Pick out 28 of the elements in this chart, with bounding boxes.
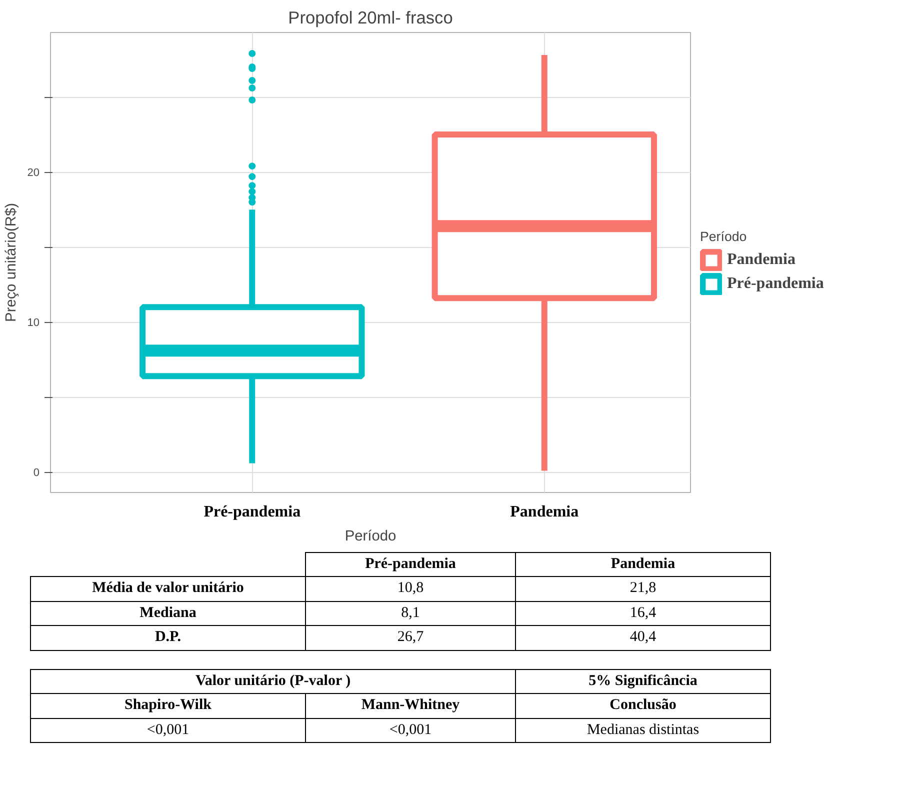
text: Shapiro-Wilk xyxy=(30,694,306,718)
text: 26,7 xyxy=(306,626,516,650)
text: Conclusão xyxy=(516,694,771,718)
text: Pandemia xyxy=(516,552,770,577)
text: 5% Significância xyxy=(516,669,771,694)
legend-label: Pré-pandemia xyxy=(727,275,824,293)
legend-title: Período xyxy=(700,229,748,244)
text: Valor unitário (P-valor ) xyxy=(30,669,516,694)
y-tick-label: 10 xyxy=(27,317,40,330)
text: Média de valor unitário xyxy=(30,576,306,602)
y-tick-label: 20 xyxy=(27,167,40,180)
y-tick-label: 0 xyxy=(33,467,40,480)
x-axis-title: Período xyxy=(344,528,396,544)
chart-title: Propofol 20ml- frasco xyxy=(288,8,453,28)
y-axis-title: Preço unitário(R$) xyxy=(3,203,20,322)
text: Pré-pandemia xyxy=(306,552,516,577)
text: <0,001 xyxy=(30,718,306,742)
text: Medianas distintas xyxy=(516,718,771,742)
text: 8,1 xyxy=(306,601,516,626)
text: Mann-Whitney xyxy=(306,694,516,718)
text: 10,8 xyxy=(306,576,516,602)
text: <0,001 xyxy=(306,718,516,742)
text: D.P. xyxy=(30,626,306,650)
legend-label: Pandemia xyxy=(727,251,796,269)
text: 16,4 xyxy=(516,601,770,626)
text: Mediana xyxy=(30,601,306,626)
text: 40,4 xyxy=(516,626,770,650)
text: 21,8 xyxy=(516,576,770,602)
